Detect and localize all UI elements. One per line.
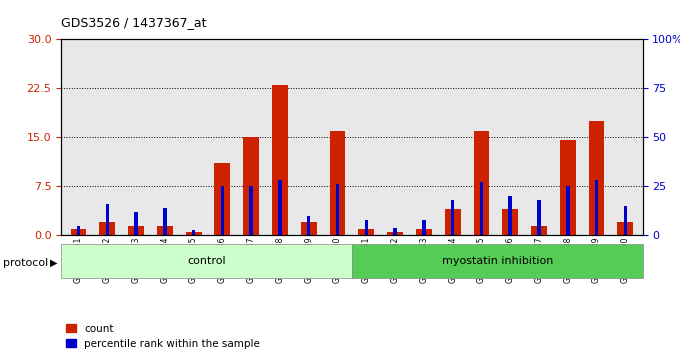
Bar <box>416 229 432 235</box>
Bar <box>105 204 109 235</box>
Bar <box>451 200 454 235</box>
Bar <box>278 181 282 235</box>
Bar <box>589 121 605 235</box>
Bar <box>358 229 374 235</box>
Bar <box>422 220 426 235</box>
Bar <box>364 220 368 235</box>
Bar <box>336 184 339 235</box>
Bar <box>157 225 173 235</box>
Bar <box>624 206 627 235</box>
Bar <box>560 141 576 235</box>
Bar <box>128 225 144 235</box>
Bar <box>272 85 288 235</box>
Bar <box>617 222 633 235</box>
Legend: count, percentile rank within the sample: count, percentile rank within the sample <box>67 324 260 349</box>
Bar <box>71 229 86 235</box>
Bar <box>393 228 397 235</box>
Bar <box>509 196 512 235</box>
Bar <box>537 200 541 235</box>
Bar <box>243 137 259 235</box>
Bar <box>352 244 643 278</box>
Bar <box>503 209 518 235</box>
Text: GDS3526 / 1437367_at: GDS3526 / 1437367_at <box>61 16 207 29</box>
Bar <box>192 229 195 235</box>
Bar <box>186 232 201 235</box>
Bar <box>307 216 311 235</box>
Bar <box>214 163 231 235</box>
Bar <box>220 186 224 235</box>
Bar <box>595 181 598 235</box>
Bar <box>163 208 167 235</box>
Bar <box>566 186 570 235</box>
Text: myostatin inhibition: myostatin inhibition <box>441 256 553 266</box>
Text: control: control <box>187 256 226 266</box>
Bar <box>531 225 547 235</box>
Bar <box>99 222 115 235</box>
Bar <box>250 186 253 235</box>
Bar <box>301 222 317 235</box>
Text: protocol: protocol <box>3 258 49 268</box>
Bar <box>387 232 403 235</box>
Text: ▶: ▶ <box>50 258 57 268</box>
Bar <box>134 212 138 235</box>
Bar <box>445 209 460 235</box>
Bar <box>77 225 80 235</box>
Bar <box>473 131 490 235</box>
Bar <box>479 182 483 235</box>
Bar <box>330 131 345 235</box>
Bar <box>61 244 352 278</box>
